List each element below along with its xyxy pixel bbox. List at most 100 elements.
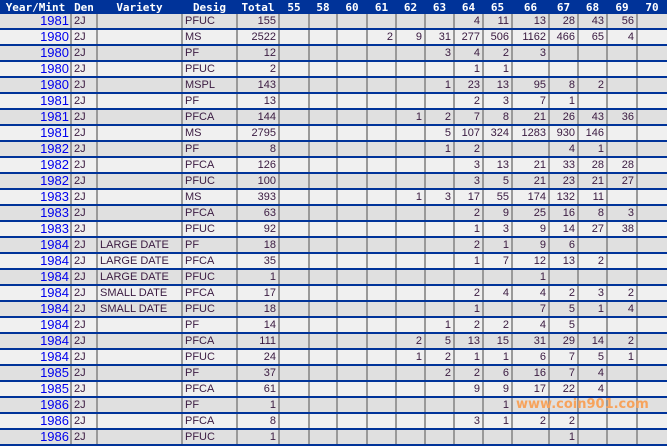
grade-cell-69: 4 bbox=[606, 29, 637, 46]
grade-cell-68 bbox=[577, 429, 607, 446]
grade-cell-61 bbox=[366, 285, 396, 302]
grade-cell-63 bbox=[424, 285, 454, 302]
grade-cell-55 bbox=[278, 301, 309, 318]
total-cell: 35 bbox=[236, 253, 279, 270]
grade-cell-60 bbox=[336, 141, 367, 158]
den-cell: 2J bbox=[70, 77, 97, 94]
grade-cell-65: 55 bbox=[482, 189, 512, 206]
column-header-64[interactable]: 64 bbox=[454, 0, 483, 14]
grade-cell-66: 6 bbox=[511, 349, 549, 366]
year-link[interactable]: 1986 bbox=[0, 413, 71, 430]
grade-cell-68: 43 bbox=[577, 14, 607, 30]
grade-cell-60 bbox=[336, 349, 367, 366]
column-header-55[interactable]: 55 bbox=[279, 0, 309, 14]
year-link[interactable]: 1981 bbox=[0, 14, 71, 30]
grade-cell-60 bbox=[336, 317, 367, 334]
column-header-61[interactable]: 61 bbox=[367, 0, 396, 14]
grade-cell-62 bbox=[395, 14, 425, 30]
total-cell: 2 bbox=[236, 61, 279, 78]
table-row: 1986 2J PF 1 1 bbox=[0, 397, 667, 414]
column-header-62[interactable]: 62 bbox=[396, 0, 425, 14]
column-header-65[interactable]: 65 bbox=[483, 0, 512, 14]
column-header-69[interactable]: 69 bbox=[607, 0, 637, 14]
grade-cell-58 bbox=[308, 269, 337, 286]
total-cell: 1 bbox=[236, 269, 279, 286]
grade-cell-64: 277 bbox=[453, 29, 483, 46]
column-header-63[interactable]: 63 bbox=[425, 0, 454, 14]
grade-cell-67: 132 bbox=[548, 189, 578, 206]
column-header-desig[interactable]: Desig bbox=[182, 0, 237, 14]
total-cell: 63 bbox=[236, 205, 279, 222]
grade-cell-60 bbox=[336, 413, 367, 430]
year-link[interactable]: 1982 bbox=[0, 141, 71, 158]
year-link[interactable]: 1984 bbox=[0, 317, 71, 334]
column-header-70[interactable]: 70 bbox=[637, 0, 667, 14]
column-header-variety[interactable]: Variety bbox=[97, 0, 182, 14]
table-row: 1981 2J MS 2795 5 107 324 1283 930 146 bbox=[0, 125, 667, 142]
grade-cell-66: 21 bbox=[511, 109, 549, 126]
grade-cell-61 bbox=[366, 189, 396, 206]
year-link[interactable]: 1985 bbox=[0, 381, 71, 398]
year-link[interactable]: 1985 bbox=[0, 365, 71, 382]
year-link[interactable]: 1983 bbox=[0, 189, 71, 206]
year-link[interactable]: 1982 bbox=[0, 173, 71, 190]
total-cell: 8 bbox=[236, 413, 279, 430]
column-header-58[interactable]: 58 bbox=[309, 0, 337, 14]
total-cell: 126 bbox=[236, 157, 279, 174]
total-cell: 144 bbox=[236, 109, 279, 126]
grade-cell-61 bbox=[366, 141, 396, 158]
year-link[interactable]: 1984 bbox=[0, 253, 71, 270]
column-header-68[interactable]: 68 bbox=[578, 0, 607, 14]
year-link[interactable]: 1984 bbox=[0, 285, 71, 302]
grade-cell-68: 1 bbox=[577, 301, 607, 318]
year-link[interactable]: 1986 bbox=[0, 397, 71, 414]
year-link[interactable]: 1980 bbox=[0, 45, 71, 62]
year-link[interactable]: 1986 bbox=[0, 429, 71, 446]
grade-cell-70 bbox=[636, 77, 667, 94]
table-row: 1982 2J PF 8 1 2 4 1 bbox=[0, 141, 667, 158]
column-header-year-mint[interactable]: Year/Mint bbox=[0, 0, 71, 14]
year-link[interactable]: 1983 bbox=[0, 221, 71, 238]
grade-cell-60 bbox=[336, 269, 367, 286]
grade-cell-69 bbox=[606, 189, 637, 206]
column-header-67[interactable]: 67 bbox=[549, 0, 578, 14]
table-row: 1982 2J PFUC 100 3 5 21 23 21 27 bbox=[0, 173, 667, 190]
grade-cell-62 bbox=[395, 173, 425, 190]
desig-cell: PF bbox=[181, 45, 237, 62]
grade-cell-60 bbox=[336, 77, 367, 94]
grade-cell-69: 27 bbox=[606, 173, 637, 190]
total-cell: 92 bbox=[236, 221, 279, 238]
column-header-total[interactable]: Total bbox=[237, 0, 279, 14]
year-link[interactable]: 1981 bbox=[0, 93, 71, 110]
year-link[interactable]: 1984 bbox=[0, 301, 71, 318]
year-link[interactable]: 1980 bbox=[0, 29, 71, 46]
grade-cell-65: 2 bbox=[482, 45, 512, 62]
table-row: 1984 2J PF 14 1 2 2 4 5 bbox=[0, 317, 667, 334]
grade-cell-66: 4 bbox=[511, 285, 549, 302]
grade-cell-60 bbox=[336, 109, 367, 126]
year-link[interactable]: 1983 bbox=[0, 205, 71, 222]
year-link[interactable]: 1980 bbox=[0, 61, 71, 78]
year-link[interactable]: 1984 bbox=[0, 237, 71, 254]
grade-cell-60 bbox=[336, 205, 367, 222]
desig-cell: PFCA bbox=[181, 285, 237, 302]
year-link[interactable]: 1980 bbox=[0, 77, 71, 94]
year-link[interactable]: 1984 bbox=[0, 349, 71, 366]
grade-cell-64: 2 bbox=[453, 285, 483, 302]
grade-cell-68: 27 bbox=[577, 221, 607, 238]
year-link[interactable]: 1984 bbox=[0, 333, 71, 350]
column-header-den[interactable]: Den bbox=[71, 0, 97, 14]
year-link[interactable]: 1984 bbox=[0, 269, 71, 286]
column-header-66[interactable]: 66 bbox=[512, 0, 549, 14]
year-link[interactable]: 1981 bbox=[0, 109, 71, 126]
grade-cell-64: 1 bbox=[453, 301, 483, 318]
grade-cell-69: 36 bbox=[606, 109, 637, 126]
year-link[interactable]: 1981 bbox=[0, 125, 71, 142]
grade-cell-67: 7 bbox=[548, 349, 578, 366]
grade-cell-62 bbox=[395, 397, 425, 414]
variety-cell: SMALL DATE bbox=[96, 285, 182, 302]
grade-cell-65: 506 bbox=[482, 29, 512, 46]
column-header-60[interactable]: 60 bbox=[337, 0, 367, 14]
table-row: 1983 2J PFUC 92 1 3 9 14 27 38 bbox=[0, 221, 667, 238]
year-link[interactable]: 1982 bbox=[0, 157, 71, 174]
